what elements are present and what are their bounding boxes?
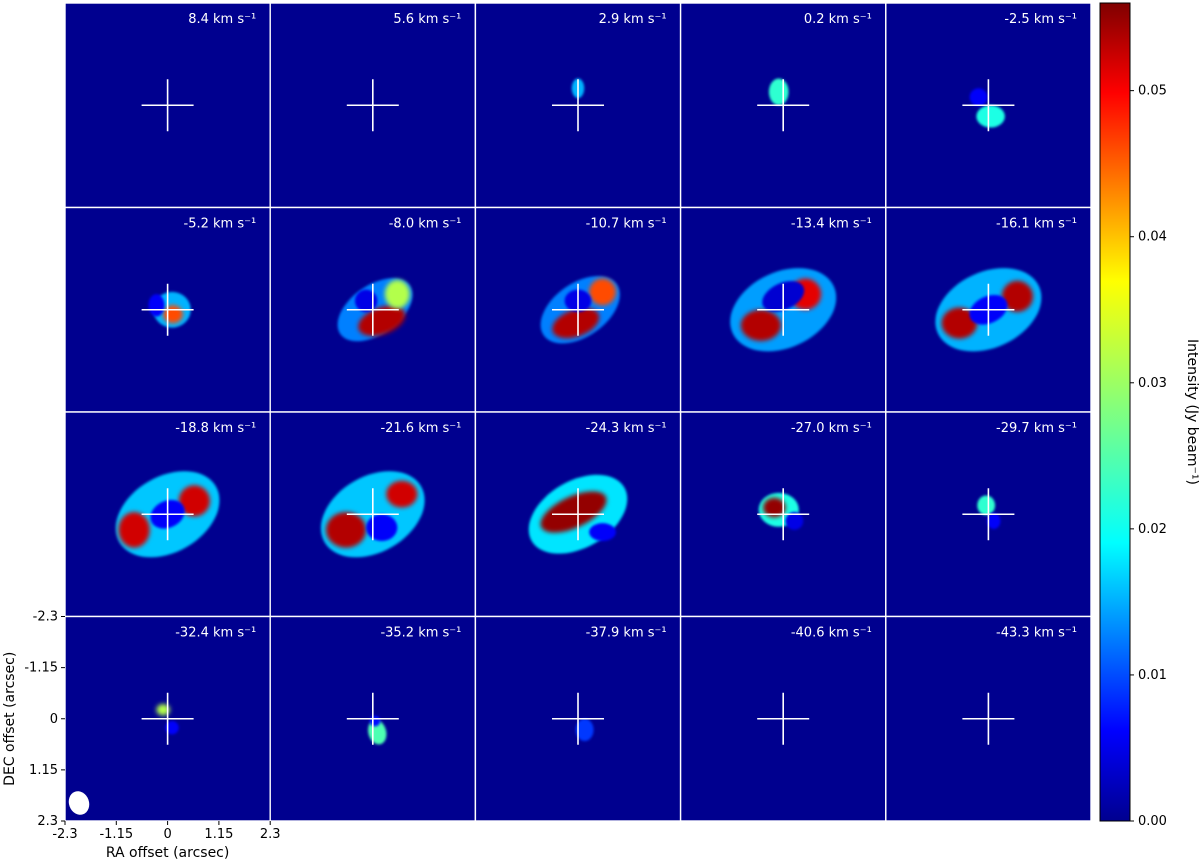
beam-ellipse: [68, 791, 90, 815]
channel-velocity-label: -40.6 km s⁻¹: [791, 626, 872, 641]
emission-blob: [785, 512, 804, 530]
channel-velocity-label: -43.3 km s⁻¹: [996, 626, 1077, 641]
emission-blob: [148, 294, 165, 317]
emission-blob: [384, 279, 410, 309]
emission-blob: [366, 514, 398, 542]
colorbar-tick-label: 0.00: [1138, 814, 1167, 829]
channel-velocity-label: -10.7 km s⁻¹: [586, 217, 667, 232]
x-axis-label: RA offset (arcsec): [106, 845, 230, 861]
y-tick-label: 2.3: [37, 814, 58, 829]
colorbar-label: Intensity (Jy beam⁻¹): [1184, 339, 1200, 485]
channel-velocity-label: -13.4 km s⁻¹: [791, 217, 872, 232]
colorbar-tick-label: 0.04: [1138, 230, 1167, 245]
channel-velocity-label: 5.6 km s⁻¹: [393, 12, 461, 27]
channel-panel: -13.4 km s⁻¹: [679, 206, 887, 413]
channel-panel: -24.3 km s⁻¹: [474, 411, 682, 618]
emission-blob: [386, 480, 418, 508]
channel-panel: -27.0 km s⁻¹: [679, 411, 887, 618]
channel-panel: 2.9 km s⁻¹: [474, 2, 682, 209]
channel-velocity-label: -2.5 km s⁻¹: [1004, 12, 1077, 27]
channel-velocity-label: -29.7 km s⁻¹: [996, 421, 1077, 436]
channel-velocity-label: 2.9 km s⁻¹: [599, 12, 667, 27]
y-tick-label: -2.3: [33, 610, 58, 625]
y-axis-label: DEC offset (arcsec): [2, 652, 18, 786]
channel-panel: 8.4 km s⁻¹: [64, 2, 271, 209]
emission-blob: [552, 308, 600, 339]
channel-panel: -16.1 km s⁻¹: [885, 206, 1092, 413]
emission-blob: [768, 78, 789, 106]
y-tick-label: 0: [50, 712, 58, 727]
channel-velocity-label: -5.2 km s⁻¹: [184, 217, 257, 232]
channel-velocity-label: -16.1 km s⁻¹: [996, 217, 1077, 232]
emission-blob: [165, 720, 179, 735]
channel-velocity-label: -24.3 km s⁻¹: [586, 421, 667, 436]
panels-layer: 8.4 km s⁻¹ 5.6 km s⁻¹ 2.9 km s⁻¹ 0.2 km s⁻¹…: [64, 2, 1092, 822]
emission-blob: [941, 307, 978, 339]
channel-panel: 0.2 km s⁻¹: [679, 2, 887, 209]
channel-velocity-label: -35.2 km s⁻¹: [380, 626, 461, 641]
x-tick-label: -1.15: [99, 827, 133, 842]
channel-panel: -43.3 km s⁻¹: [885, 615, 1092, 822]
emission-blob: [156, 704, 170, 716]
emission-blob: [969, 88, 988, 107]
channel-velocity-label: -18.8 km s⁻¹: [175, 421, 256, 436]
y-tick-label: -1.15: [24, 661, 58, 676]
channel-panel: -40.6 km s⁻¹: [679, 615, 887, 822]
channel-panel: -37.9 km s⁻¹: [474, 615, 682, 822]
emission-blob: [976, 105, 1005, 128]
channel-panel: -10.7 km s⁻¹: [474, 206, 682, 413]
emission-blob: [325, 512, 367, 548]
channel-panel: 5.6 km s⁻¹: [269, 2, 477, 209]
emission-blob: [977, 495, 996, 516]
emission-blob: [163, 305, 183, 324]
emission-blob: [354, 289, 378, 312]
emission-blob: [369, 715, 381, 727]
channel-velocity-label: -27.0 km s⁻¹: [791, 421, 872, 436]
colorbar-tick-label: 0.01: [1138, 668, 1167, 683]
channel-panel: -32.4 km s⁻¹: [64, 615, 271, 822]
colorbar-layer: 0.00 0.01 0.02 0.03 0.04 0.05 Intensity (Jy be…: [1099, 2, 1200, 829]
emission-blob: [589, 523, 616, 542]
channel-velocity-label: -32.4 km s⁻¹: [175, 626, 256, 641]
emission-blob: [358, 305, 406, 337]
channel-panel: -29.7 km s⁻¹: [885, 411, 1092, 618]
emission-blob: [987, 512, 1001, 529]
emission-blob: [589, 278, 616, 306]
panel-border: [885, 615, 1092, 822]
x-tick-label: 0: [163, 827, 171, 842]
emission-blob: [740, 309, 781, 341]
emission-blob: [178, 485, 210, 517]
channel-velocity-label: 8.4 km s⁻¹: [188, 12, 256, 27]
x-tick-label: -2.3: [52, 827, 77, 842]
channel-panel: -21.6 km s⁻¹: [269, 411, 477, 618]
channel-panel: -2.5 km s⁻¹: [885, 2, 1092, 209]
channel-panel: -35.2 km s⁻¹: [269, 615, 477, 822]
channel-velocity-label: -8.0 km s⁻¹: [389, 217, 462, 232]
x-tick-label: 1.15: [204, 827, 233, 842]
channel-panel: -18.8 km s⁻¹: [64, 411, 271, 618]
emission-blob: [1001, 280, 1034, 312]
channel-velocity-label: -37.9 km s⁻¹: [586, 626, 667, 641]
y-tick-label: 1.15: [29, 763, 58, 778]
emission-blob: [763, 497, 786, 518]
colorbar-tick-label: 0.05: [1138, 84, 1167, 99]
channel-velocity-label: -21.6 km s⁻¹: [380, 421, 461, 436]
x-tick-label: 2.3: [260, 827, 281, 842]
colorbar-tick-label: 0.02: [1138, 522, 1167, 537]
emission-blob: [540, 491, 607, 533]
channel-panel: -8.0 km s⁻¹: [269, 206, 477, 413]
colorbar: [1099, 2, 1131, 822]
colorbar-tick-label: 0.03: [1138, 376, 1167, 391]
emission-blob: [575, 718, 594, 742]
channel-velocity-label: 0.2 km s⁻¹: [804, 12, 872, 27]
emission-blob: [118, 512, 150, 548]
channel-panel: -5.2 km s⁻¹: [64, 206, 271, 413]
